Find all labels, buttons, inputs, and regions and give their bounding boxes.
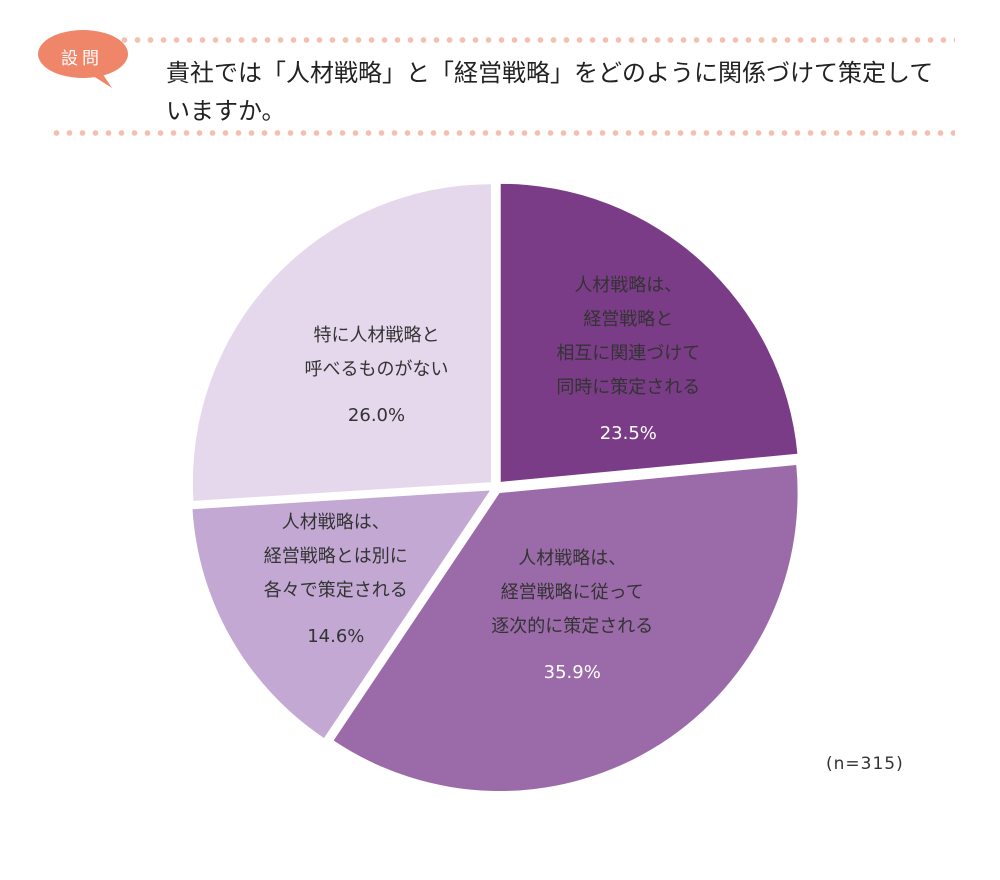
speech-bubble-icon: [38, 30, 128, 88]
bottom-dotted-divider: [50, 130, 955, 136]
slice-2-label-line-1: 人材戦略は、: [518, 548, 626, 569]
slice-2-label-line-2: 経営戦略に従って: [501, 582, 644, 603]
slice-4-label-line-1: 特に人材戦略と: [314, 325, 440, 346]
pie-slice-3: [192, 490, 490, 739]
slice-1-percent-label: 23.5%: [600, 423, 657, 444]
pie-slice-4: [192, 184, 491, 501]
slice-1-label-line-2: 経営戦略と: [583, 309, 673, 330]
top-dotted-divider: [118, 37, 955, 43]
slice-2-label-line-3: 逐次的に策定される: [491, 616, 653, 637]
slice-3-label-line-2: 経営戦略とは別に: [264, 546, 408, 567]
question-badge: 設問: [38, 30, 130, 88]
sample-size-note: (n=315): [826, 754, 904, 774]
slice-2-percent-label: 35.9%: [544, 662, 601, 683]
slice-1-label-line-4: 同時に策定される: [556, 377, 700, 398]
slice-1-label-line-1: 人材戦略は、: [574, 275, 682, 296]
slice-3-label-line-1: 人材戦略は、: [282, 512, 390, 533]
badge-label: 設問: [61, 49, 103, 69]
pie-slice-1: [500, 183, 798, 482]
slice-3-percent-label: 14.6%: [307, 626, 364, 647]
slice-3-label-line-3: 各々で策定される: [264, 580, 408, 601]
slice-1-label-line-3: 相互に関連づけて: [556, 343, 700, 364]
pie-chart: 人材戦略は、経営戦略と相互に関連づけて同時に策定される23.5%人材戦略は、経営…: [192, 183, 798, 792]
question-text: 貴社では「人材戦略」と「経営戦略」をどのように関係づけて策定していますか。: [166, 59, 934, 125]
pie-slice-2: [333, 464, 798, 792]
slice-4-label-line-2: 呼べるものがない: [305, 359, 449, 380]
slice-4-percent-label: 26.0%: [348, 405, 405, 426]
